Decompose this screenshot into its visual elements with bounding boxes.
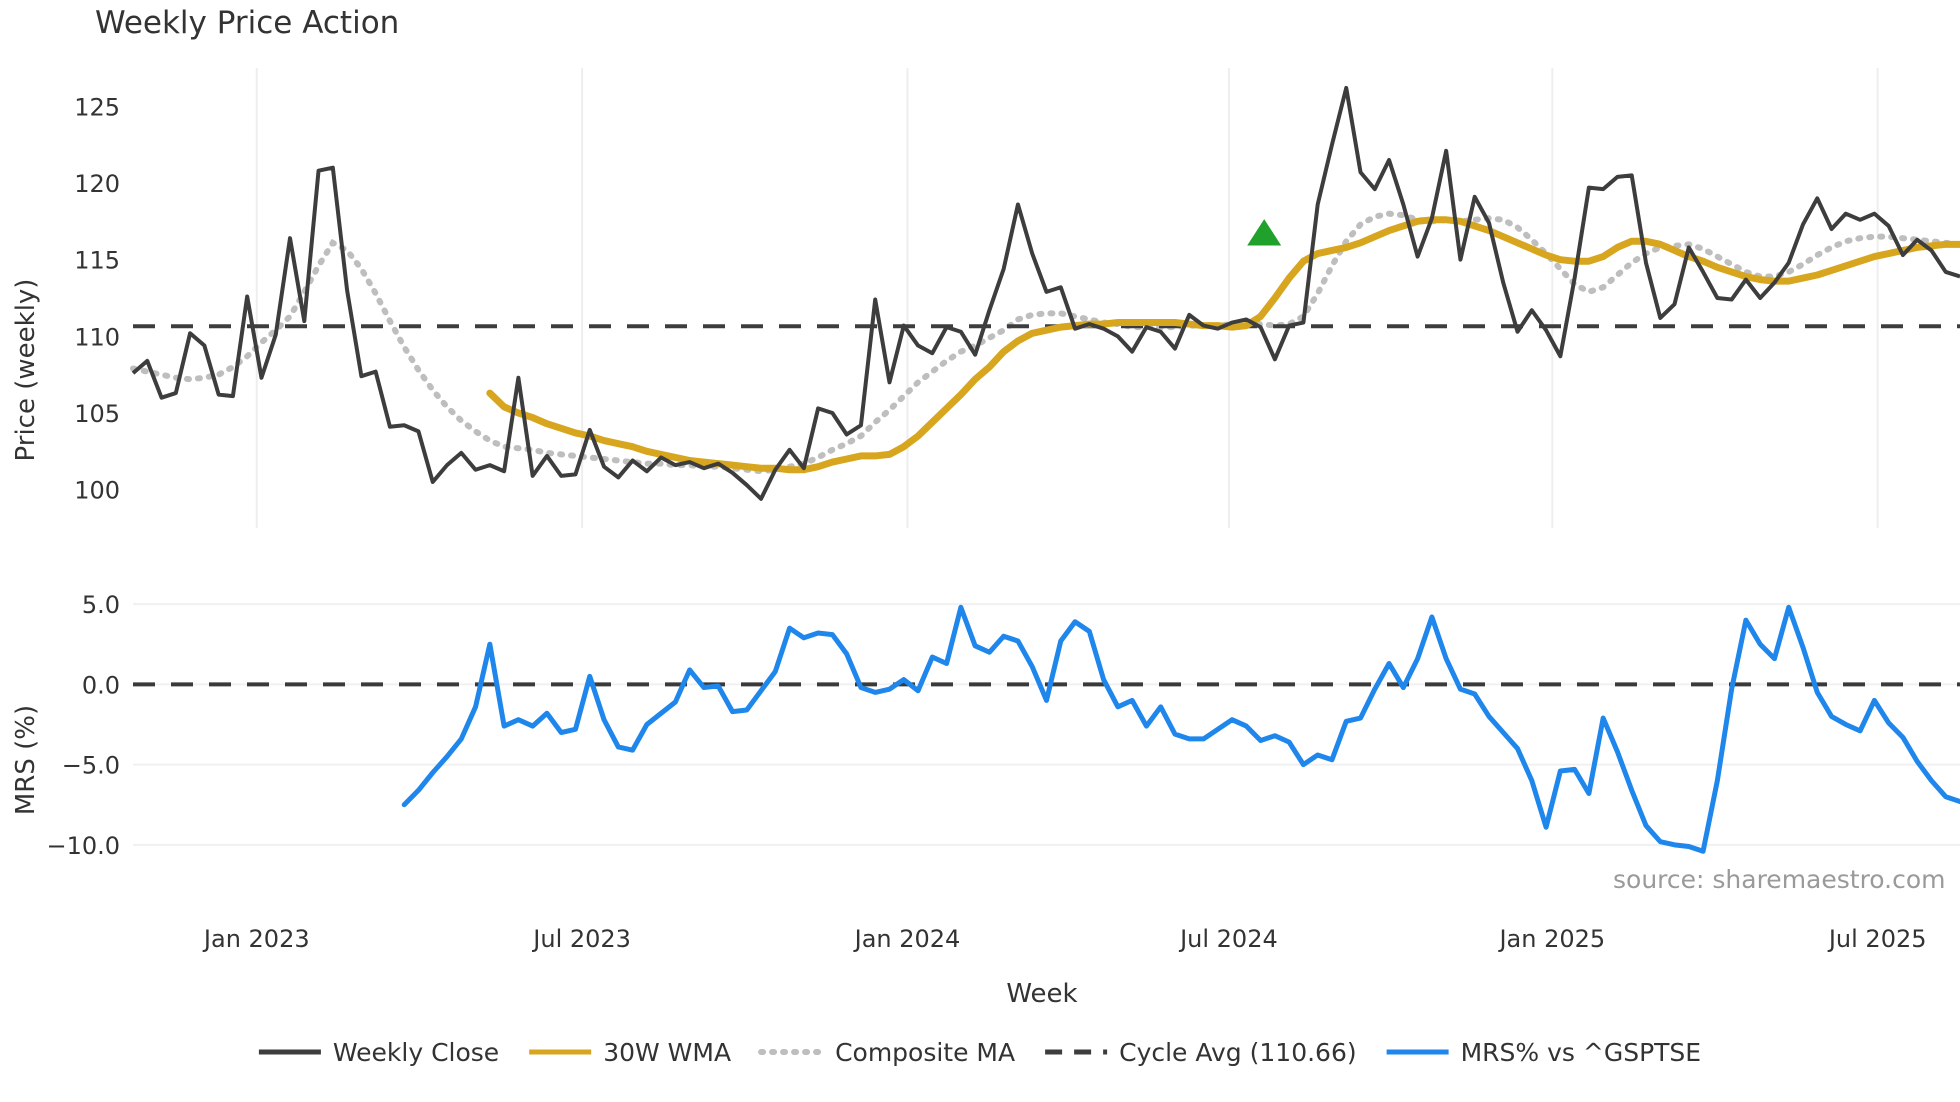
weekly-close-line bbox=[131, 85, 1960, 501]
buy-signal-marker bbox=[1247, 219, 1282, 246]
price-ytick-110: 110 bbox=[74, 323, 120, 351]
mrs-ytick-0: 5.0 bbox=[82, 591, 120, 619]
source-watermark: source: sharemaestro.com bbox=[1613, 865, 1946, 894]
composite-ma-line bbox=[130, 210, 1960, 475]
xtick-jul-2024: Jul 2024 bbox=[1178, 925, 1278, 953]
price-ytick-105: 105 bbox=[74, 400, 120, 428]
legend-item-cycle-avg-110-66[interactable]: Cycle Avg (110.66) bbox=[1045, 1038, 1357, 1067]
legend-item-composite-ma[interactable]: Composite MA bbox=[758, 1038, 1015, 1067]
signal-markers bbox=[1247, 219, 1282, 246]
legend-label: Weekly Close bbox=[333, 1038, 499, 1067]
price-ytick-125: 125 bbox=[74, 93, 120, 121]
legend-item-weekly-close[interactable]: Weekly Close bbox=[258, 1038, 499, 1067]
chart-legend: Weekly Close 30W WMA Composite MA Cycle Avg… bbox=[258, 1038, 1701, 1067]
price-vertical-gridlines bbox=[255, 68, 1879, 528]
price-ytick-100: 100 bbox=[74, 477, 120, 505]
price-panel: 100 105 110 115 120 125 Price (weekly) bbox=[11, 68, 1960, 528]
x-axis-label: Week bbox=[1006, 979, 1077, 1009]
legend-item-mrs-vs-gsptse[interactable]: MRS% vs ^GSPTSE bbox=[1386, 1038, 1701, 1067]
legend-label: Composite MA bbox=[835, 1038, 1015, 1067]
mrs-y-tick-labels: 5.0 0.0 −5.0 −10.0 bbox=[46, 591, 120, 860]
xtick-jan-2023: Jan 2023 bbox=[202, 925, 310, 953]
legend-label: MRS% vs ^GSPTSE bbox=[1461, 1038, 1701, 1067]
xtick-jan-2025: Jan 2025 bbox=[1497, 925, 1605, 953]
legend-item-30w-wma[interactable]: 30W WMA bbox=[529, 1038, 731, 1067]
price-y-axis-label: Price (weekly) bbox=[11, 279, 41, 462]
xtick-jul-2025: Jul 2025 bbox=[1827, 925, 1927, 953]
price-ytick-120: 120 bbox=[74, 170, 120, 198]
price-y-tick-labels: 100 105 110 115 120 125 bbox=[74, 93, 120, 504]
mrs-ytick-3: −10.0 bbox=[46, 832, 120, 860]
mrs-panel: 5.0 0.0 −5.0 −10.0 MRS (%) source: sharemae… bbox=[11, 591, 1960, 894]
mrs-line bbox=[401, 604, 1960, 854]
xtick-jul-2023: Jul 2023 bbox=[531, 925, 631, 953]
mrs-y-axis-label: MRS (%) bbox=[11, 705, 41, 815]
wma30-line bbox=[486, 216, 1960, 474]
price-ytick-115: 115 bbox=[74, 247, 120, 275]
mrs-ytick-1: 0.0 bbox=[82, 671, 120, 699]
legend-label: 30W WMA bbox=[603, 1038, 731, 1067]
chart-title: Weekly Price Action bbox=[95, 5, 399, 41]
mrs-ytick-2: −5.0 bbox=[62, 752, 120, 780]
x-axis-tick-labels: Jan 2023 Jul 2023 Jan 2024 Jul 2024 Jan 2025… bbox=[202, 925, 1927, 953]
mrs-horizontal-gridlines bbox=[133, 603, 1960, 846]
legend-label: Cycle Avg (110.66) bbox=[1119, 1038, 1357, 1067]
xtick-jan-2024: Jan 2024 bbox=[853, 925, 961, 953]
